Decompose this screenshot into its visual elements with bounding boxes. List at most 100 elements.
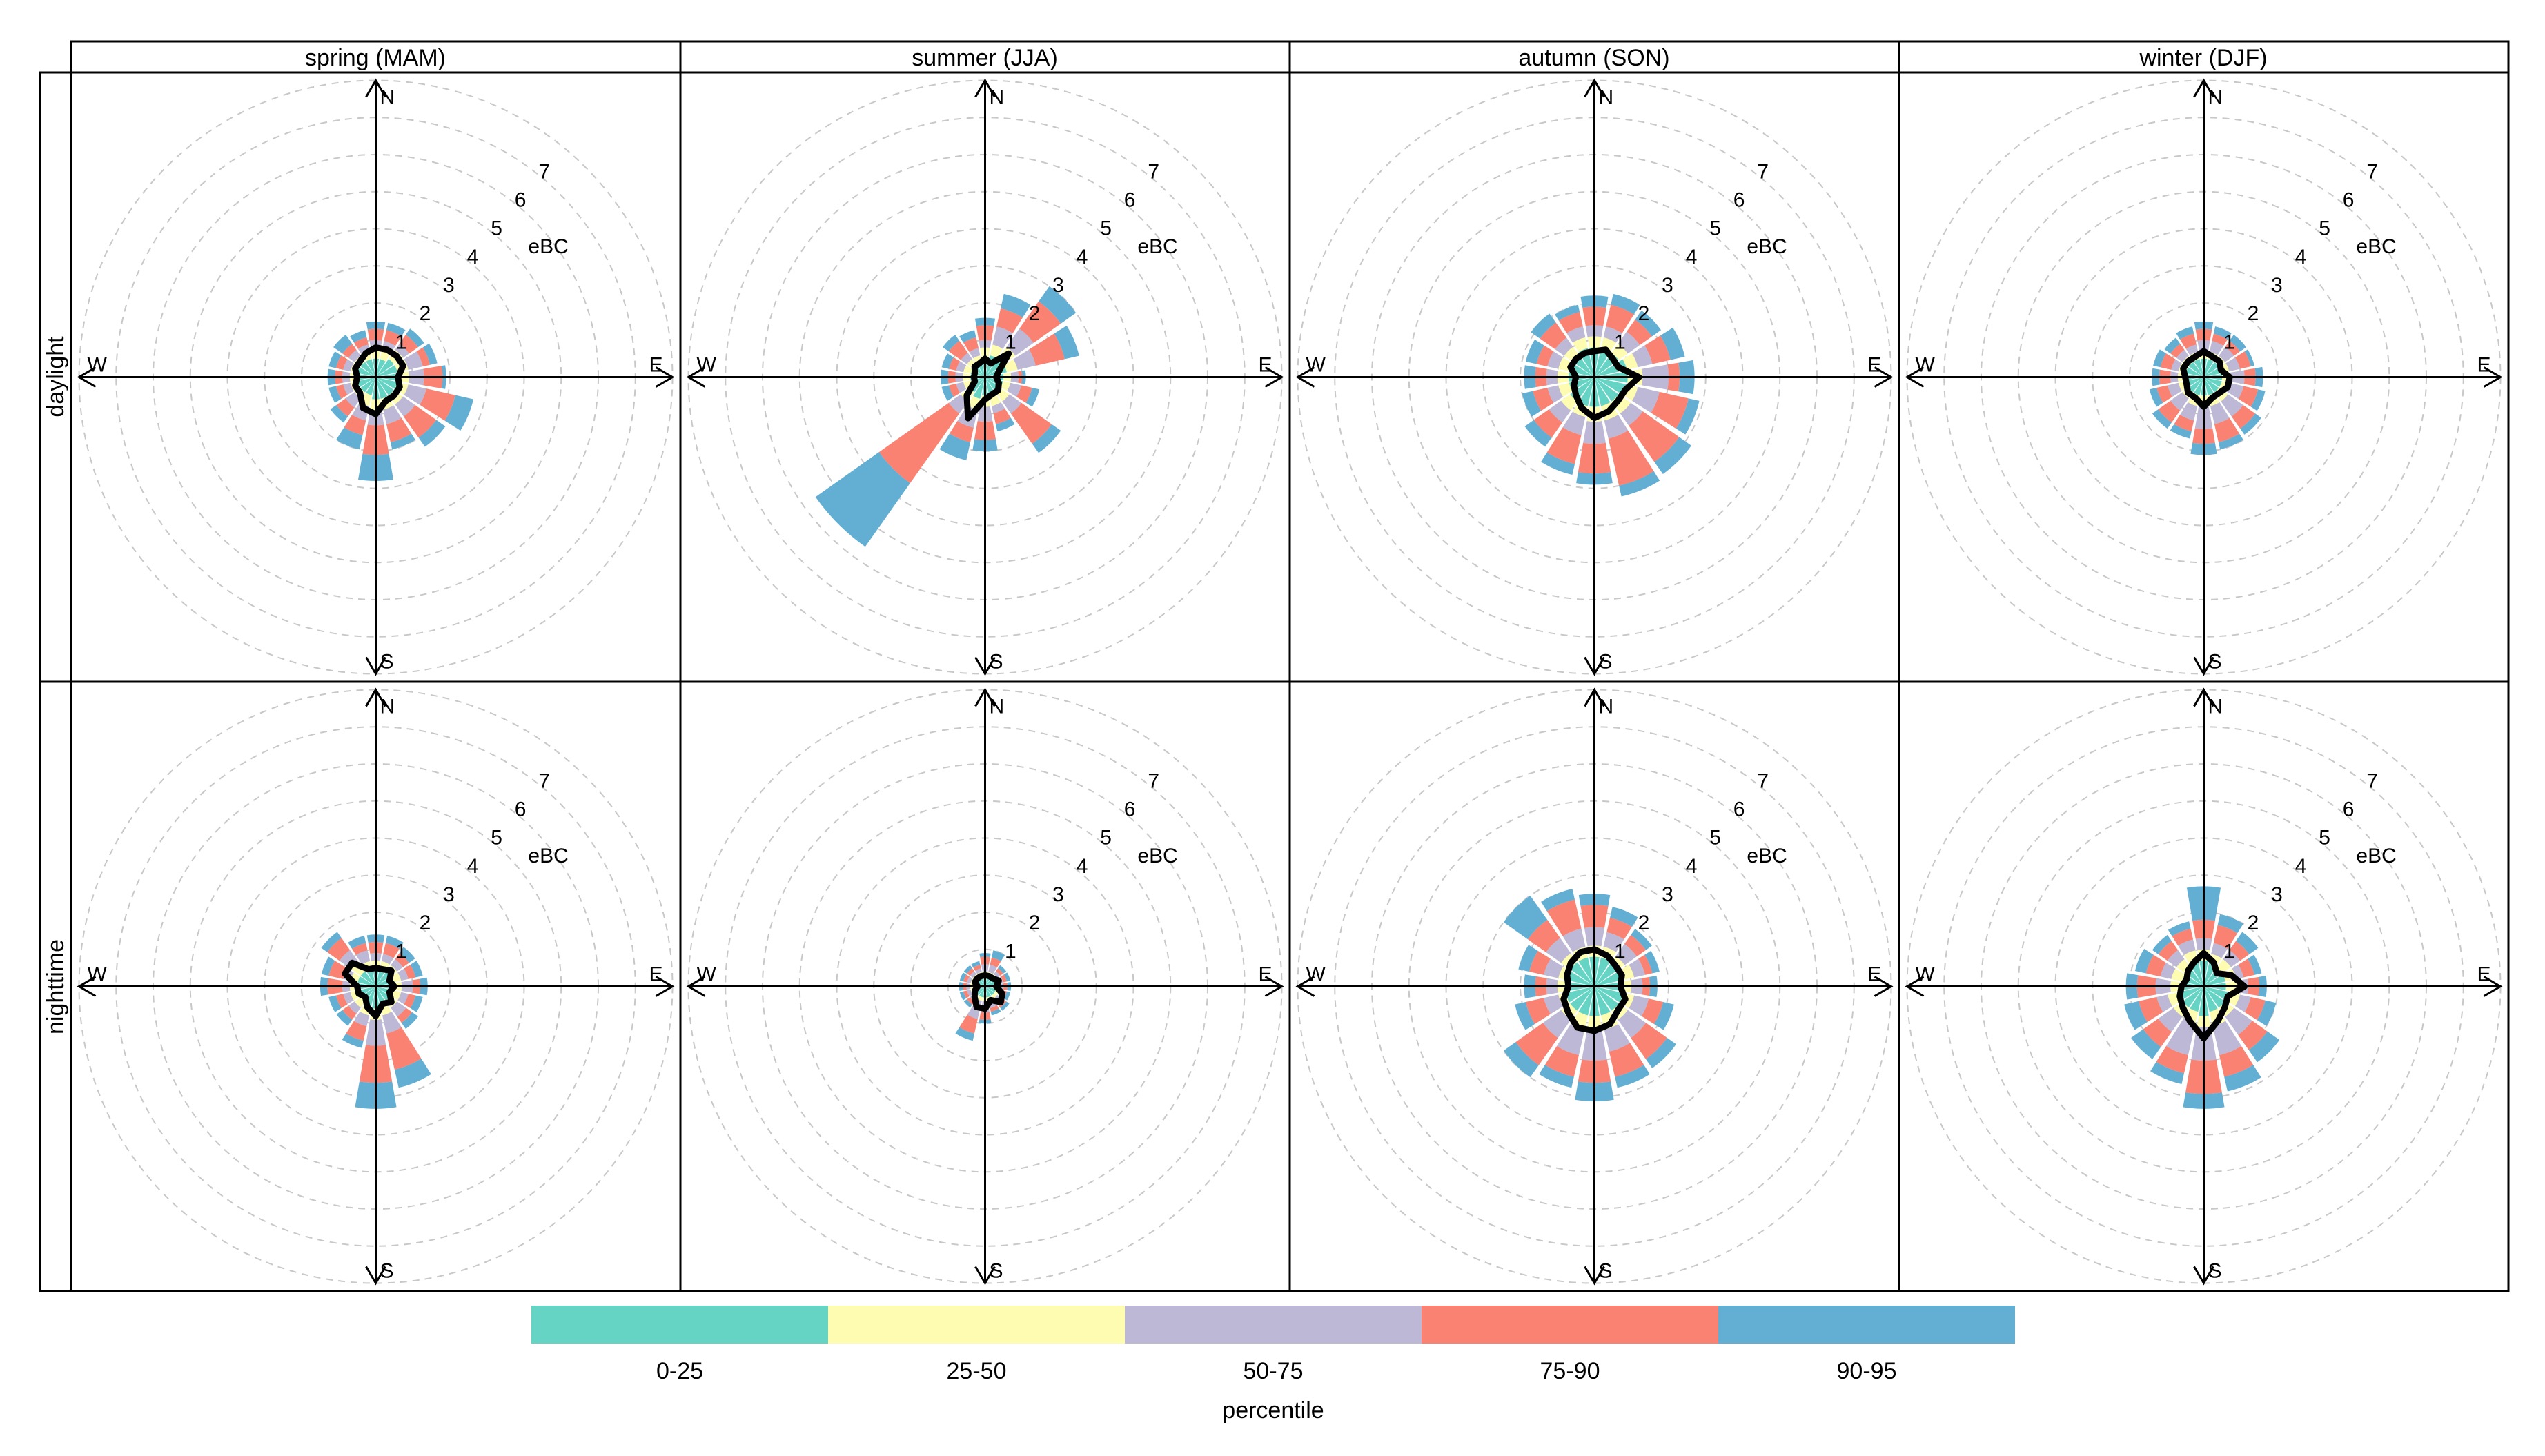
bar-p90-67.5	[1001, 974, 1007, 983]
bar-p75-225	[1549, 400, 1571, 423]
bar-p75-157.5	[1604, 1024, 1631, 1052]
compass-west: W	[1306, 354, 1326, 377]
bar-p95-157.5	[394, 1059, 431, 1088]
axis-arrowhead-0	[974, 78, 996, 98]
bar-p95-67.5	[410, 961, 423, 978]
bar-p95-22.5	[1611, 293, 1640, 315]
radial-label: 2	[1029, 302, 1041, 325]
bar-p95-157.5	[2224, 1065, 2261, 1092]
axis-arrowhead-0	[365, 78, 386, 98]
compass-south: S	[1599, 1260, 1613, 1283]
bar-p90-247.5	[1533, 387, 1554, 411]
compass-west: W	[88, 354, 108, 377]
bar-p25-22.5	[2203, 359, 2214, 377]
bar-p75-337.5	[1566, 326, 1586, 343]
bar-p25-157.5	[375, 377, 388, 399]
bar-p25-112.5	[985, 986, 996, 993]
radial-label: 1	[1614, 331, 1626, 353]
row-strip-daylight: daylight	[43, 336, 69, 417]
bar-p95-112.5	[1003, 991, 1011, 1001]
radial-label: 5	[1709, 217, 1721, 240]
radial-label: 4	[1686, 246, 1698, 268]
bar-p75-45	[1618, 331, 1640, 354]
bar-p95-337.5	[959, 330, 976, 343]
bar-p95-225	[2131, 1029, 2161, 1059]
bar-p75-225	[1542, 1010, 1571, 1039]
bar-p75-247.5	[2156, 994, 2173, 1012]
bar-p95-135	[1654, 437, 1691, 474]
bar-p75-67.5	[1013, 349, 1036, 370]
axis-arrowhead-1	[974, 1266, 996, 1286]
compass-west: W	[697, 963, 717, 986]
radial-label: 6	[1733, 188, 1745, 211]
radial-label: 2	[2248, 302, 2259, 325]
bar-p95-202.5	[336, 427, 363, 450]
radial-label: 7	[1148, 160, 1159, 183]
axis-arrowhead-2	[2483, 976, 2503, 997]
bar-p95-337.5	[2168, 921, 2191, 936]
legend-label-75-90: 75-90	[1540, 1358, 1600, 1384]
bar-p95-292.5	[959, 972, 967, 982]
legend-swatch-90-95	[1718, 1306, 2015, 1344]
bar-p90-135	[1629, 411, 1680, 462]
bar-p95-45	[1631, 929, 1652, 950]
bar-p50-67.5	[1003, 359, 1018, 373]
bar-p90-22.5	[996, 308, 1023, 333]
bar-p95-157.5	[390, 433, 415, 450]
bar-p75-225	[2170, 392, 2189, 411]
bar-p95-337.5	[350, 330, 367, 343]
axis-arrowhead-2	[1874, 976, 1894, 997]
radial-label: 1	[1005, 331, 1016, 353]
bar-p90-315	[1527, 919, 1560, 952]
bar-p75-247.5	[1547, 385, 1564, 403]
bar-p75-247.5	[1544, 994, 1564, 1014]
bar-p90-202.5	[344, 415, 366, 435]
radial-label: 1	[1614, 940, 1626, 963]
bar-p95-337.5	[348, 936, 366, 949]
bar-p90-22.5	[1606, 917, 1632, 940]
bar-p95-135	[401, 1012, 418, 1029]
axis-arrowhead-3	[1295, 976, 1315, 997]
radial-label: 6	[2343, 798, 2355, 820]
bar-p50-292.5	[2171, 968, 2185, 982]
bar-p90-67.5	[1029, 333, 1065, 366]
bar-p75-225	[348, 1001, 361, 1014]
bar-p95-157.5	[1619, 471, 1660, 497]
axis-arrowhead-3	[77, 976, 97, 997]
bar-p75-337.5	[969, 348, 981, 359]
bar-p95-315	[943, 335, 960, 352]
strip-summer: summer (JJA)	[912, 45, 1058, 71]
radial-unit-label: eBC	[1747, 845, 1787, 867]
row-strip-column: daylight nighttime	[39, 71, 72, 1292]
bar-p95-112.5	[410, 995, 423, 1012]
bar-p25-135	[1594, 986, 1619, 1011]
bar-p90-157.5	[386, 1027, 422, 1070]
radial-label: 4	[1077, 855, 1088, 878]
bar-p75-315	[2176, 349, 2189, 362]
bar-p95-45	[399, 947, 415, 963]
radial-label: 5	[2319, 827, 2330, 849]
bar-p90-202.5	[1544, 1045, 1579, 1077]
compass-south: S	[2208, 1260, 2222, 1283]
bar-p75-67.5	[404, 351, 423, 370]
radial-label: 3	[1662, 883, 1673, 906]
compass-west: W	[1916, 354, 1936, 377]
radial-label: 5	[2319, 217, 2330, 240]
strip-row: spring (MAM) summer (JJA) autumn (SON) w…	[70, 40, 2510, 74]
bar-p25-315	[1570, 962, 1595, 987]
axis-arrowhead-3	[686, 366, 706, 388]
legend-swatch-0-25	[531, 1306, 828, 1344]
axis-arrowhead-3	[1905, 366, 1925, 388]
bar-p90-67.5	[2234, 351, 2251, 369]
bar-p95-45	[1635, 310, 1662, 337]
bar-p95-112.5	[2250, 389, 2266, 411]
bar-p25-135	[375, 377, 394, 395]
axis-arrowhead-0	[1584, 687, 1605, 707]
bar-p90-22.5	[2212, 333, 2228, 346]
compass-south: S	[2208, 651, 2222, 673]
bar-p75-337.5	[355, 950, 371, 965]
bar-p75-135	[395, 396, 415, 417]
bar-p50-112.5	[1001, 381, 1011, 391]
axis-arrowhead-1	[2193, 1266, 2214, 1286]
